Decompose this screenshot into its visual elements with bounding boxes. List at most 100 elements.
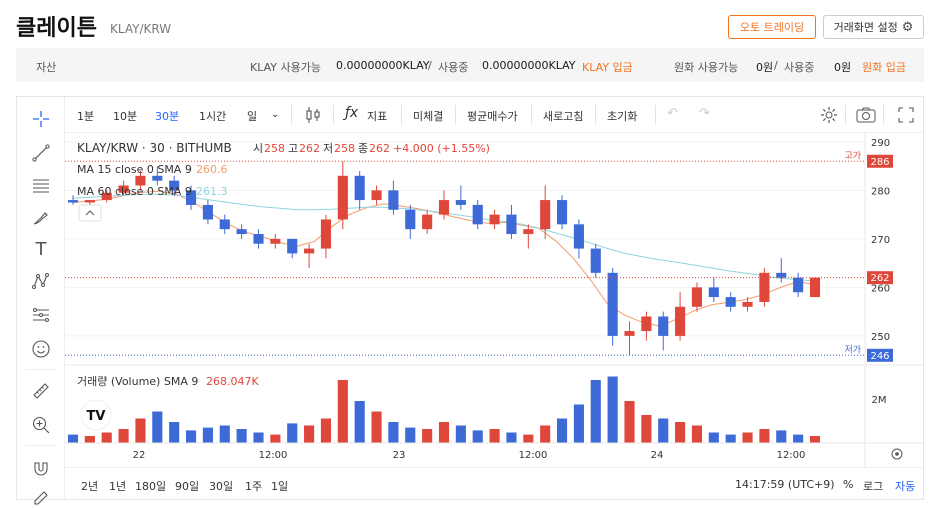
range-2y[interactable]: 2년	[81, 480, 99, 493]
time-tick-label: 22	[133, 450, 146, 461]
volume-bar	[320, 418, 332, 443]
krw-deposit-link[interactable]: 원화 입금	[862, 61, 906, 74]
candle-body	[523, 229, 534, 235]
legend-low-value: 258	[334, 142, 355, 155]
brush-icon[interactable]	[29, 205, 53, 229]
interval-1h[interactable]: 1시간	[199, 110, 227, 123]
candle-body	[438, 200, 450, 215]
high-price-value: 286	[870, 157, 889, 168]
candle-body	[573, 224, 584, 249]
interval-10m[interactable]: 10분	[113, 110, 138, 123]
range-1y[interactable]: 1년	[109, 480, 127, 493]
asset-label: 자산	[36, 61, 57, 74]
low-price-badge	[867, 348, 893, 362]
interval-30m[interactable]: 30분	[155, 110, 180, 123]
candle-type-icon[interactable]	[305, 105, 321, 128]
volume-axis-tick: 2M	[872, 395, 887, 406]
candle-body	[169, 180, 180, 191]
candle-body	[489, 214, 500, 225]
ruler-icon[interactable]	[29, 379, 53, 403]
function-icon[interactable]: ƒx	[345, 105, 359, 121]
volume-bar	[708, 432, 719, 443]
range-1d[interactable]: 1일	[271, 480, 289, 493]
volume-bar	[523, 434, 534, 443]
chevron-down-icon[interactable]: ⌄	[271, 109, 280, 120]
indicator-button[interactable]: 지표	[367, 110, 388, 123]
auto-trading-button[interactable]: 오토 트레이딩	[728, 15, 816, 39]
legend-open-value: 258	[264, 142, 285, 155]
chart-toolbar: 1분 10분 30분 1시간 일 ⌄ ƒx 지표 미체결 평균매수가 새로고침 …	[65, 97, 923, 133]
low-marker-label: 저가	[844, 344, 861, 355]
volume-bar	[253, 432, 264, 443]
volume-bar	[118, 429, 129, 443]
candle-body	[641, 316, 652, 332]
time-tick-label: 23	[393, 450, 406, 461]
candle-body	[219, 219, 230, 230]
fib-levels-icon[interactable]	[29, 303, 53, 327]
volume-bar	[776, 430, 787, 443]
volume-bar	[607, 376, 618, 443]
legend-low-label: 저	[323, 142, 333, 155]
gear-icon: ⚙	[901, 19, 914, 35]
volume-bar	[371, 411, 382, 443]
collapse-legend-button[interactable]	[78, 204, 102, 222]
legend-high-label: 고	[288, 142, 298, 155]
candle-body	[809, 277, 821, 298]
text-tool-icon[interactable]: T	[35, 238, 47, 260]
candle-body	[607, 272, 618, 336]
klay-available-label: KLAY 사용가능	[250, 61, 321, 74]
range-1w[interactable]: 1주	[245, 480, 263, 493]
volume-bar	[742, 432, 753, 443]
pattern-icon[interactable]	[29, 269, 53, 293]
asset-bar: 자산 KLAY 사용가능 0.00000000KLAY / 사용중 0.0000…	[16, 48, 924, 82]
volume-bar	[337, 380, 348, 443]
volume-bar	[506, 432, 517, 443]
volume-bar	[304, 425, 315, 443]
price-chart[interactable]: 고가 저가 286 246 262 290 280 270 260 250 2M 22 1…	[65, 133, 923, 467]
interval-day[interactable]: 일	[247, 110, 258, 123]
time-tick-label: 24	[651, 450, 664, 461]
redo-icon[interactable]: ↷	[699, 106, 710, 121]
time-tick-label: 12:00	[777, 450, 806, 461]
trend-line-icon[interactable]	[29, 141, 53, 165]
lock-drawing-icon[interactable]	[29, 483, 53, 507]
log-scale-toggle[interactable]: 로그	[863, 480, 884, 493]
auto-scale-toggle[interactable]: 자동	[895, 480, 916, 493]
trading-screen-settings-button[interactable]: 거래화면 설정 ⚙	[823, 15, 924, 39]
magnet-icon[interactable]	[29, 457, 53, 481]
axis-settings-icon[interactable]	[891, 448, 903, 460]
chart-settings-gear-icon[interactable]	[819, 105, 839, 128]
coin-name: 클레이튼	[16, 16, 97, 41]
fullscreen-icon[interactable]	[897, 106, 915, 127]
clock-time[interactable]: 14:17:59 (UTC+9)	[735, 478, 835, 491]
range-bar: 2년 1년 180일 90일 30일 1주 1일 14:17:59 (UTC+9…	[65, 467, 923, 499]
smiley-icon[interactable]	[29, 337, 53, 361]
ma15-label: MA 15 close 0 SMA 9	[77, 163, 192, 176]
range-90d[interactable]: 90일	[175, 480, 200, 493]
candle-body	[556, 200, 568, 225]
zoom-in-icon[interactable]	[29, 413, 53, 437]
klay-deposit-link[interactable]: KLAY 입금	[582, 61, 633, 74]
candle-body	[84, 200, 95, 203]
range-180d[interactable]: 180일	[135, 480, 167, 493]
krw-inuse-value: 0원	[834, 61, 852, 74]
svg-text:TV: TV	[87, 409, 106, 424]
range-30d[interactable]: 30일	[209, 480, 234, 493]
reset-button[interactable]: 초기화	[607, 110, 638, 123]
avg-buy-price-button[interactable]: 평균매수가	[467, 110, 518, 123]
volume-bar	[809, 436, 821, 443]
undo-icon[interactable]: ↶	[667, 106, 678, 121]
candle-body	[337, 175, 348, 220]
current-price-badge	[867, 271, 893, 285]
horizontal-lines-icon[interactable]	[29, 173, 53, 197]
percent-scale-toggle[interactable]: %	[843, 478, 854, 491]
camera-icon[interactable]	[855, 105, 877, 128]
interval-1m[interactable]: 1분	[77, 110, 95, 123]
candle-body	[236, 229, 247, 235]
volume-value: 268.047K	[206, 375, 259, 388]
volume-bar	[556, 418, 568, 443]
candle-body	[405, 209, 416, 230]
unfilled-orders-button[interactable]: 미체결	[413, 110, 444, 123]
crosshair-icon[interactable]	[29, 107, 53, 131]
refresh-button[interactable]: 새로고침	[543, 110, 584, 123]
